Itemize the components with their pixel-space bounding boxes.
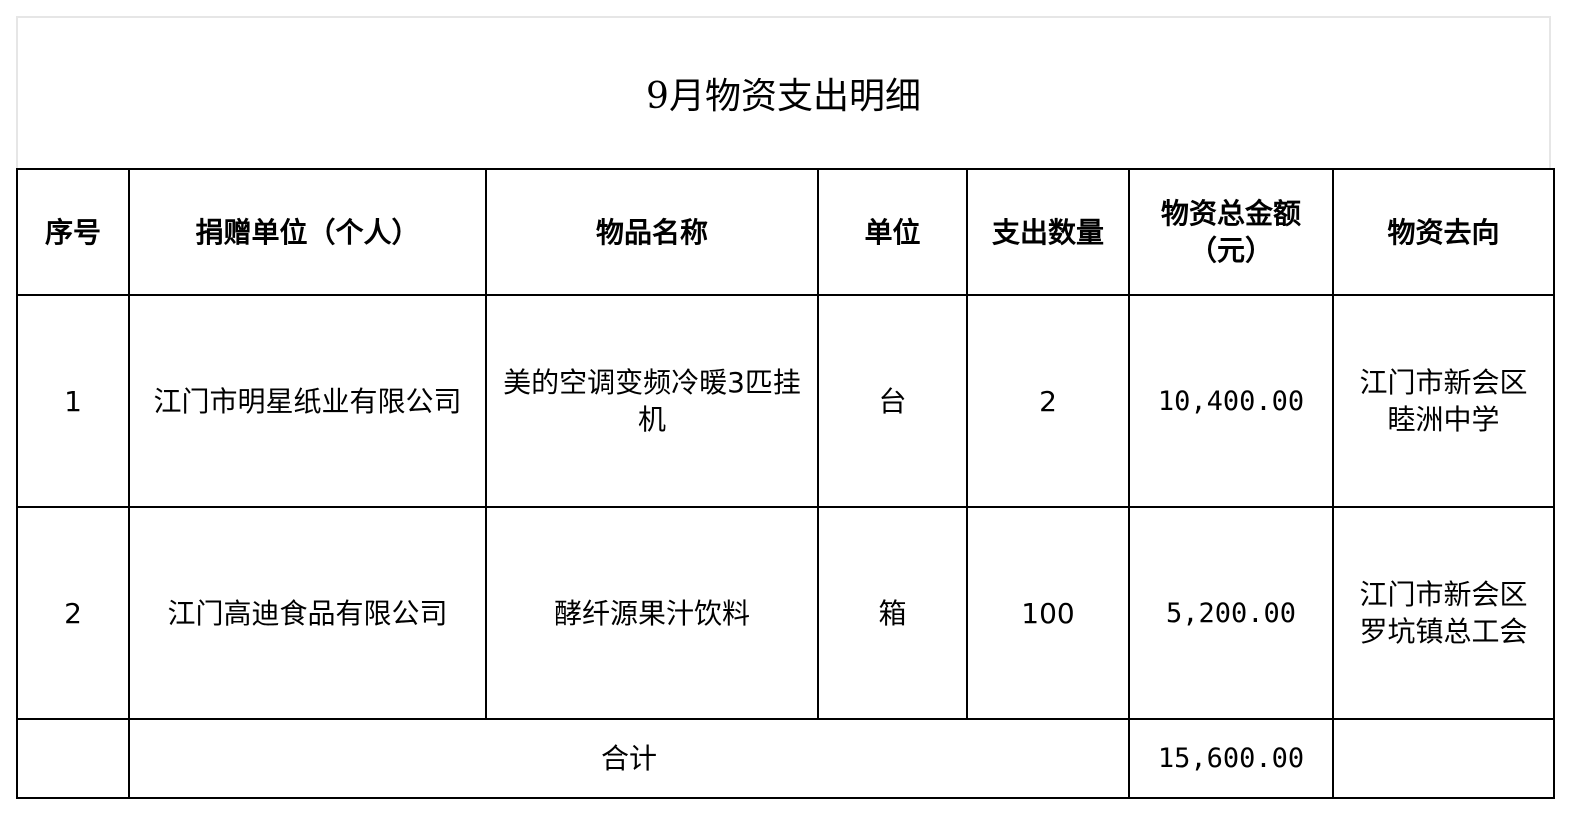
header-amount: 物资总金额（元）	[1128, 168, 1334, 296]
total-destination-empty	[1332, 718, 1555, 799]
table-row: 1 江门市明星纸业有限公司 美的空调变频冷暖3匹挂机 台 2 10,400.00…	[16, 294, 1555, 508]
cell-amount: 10,400.00	[1128, 294, 1334, 508]
page-title: 9月物资支出明细	[16, 16, 1551, 168]
cell-donor: 江门高迪食品有限公司	[128, 506, 487, 720]
cell-amount: 5,200.00	[1128, 506, 1334, 720]
header-row: 序号 捐赠单位（个人） 物品名称 单位 支出数量 物资总金额（元） 物资去向	[16, 168, 1555, 296]
cell-no: 2	[16, 506, 130, 720]
cell-destination: 江门市新会区罗坑镇总工会	[1332, 506, 1555, 720]
table-row: 2 江门高迪食品有限公司 酵纤源果汁饮料 箱 100 5,200.00 江门市新…	[16, 506, 1555, 720]
expense-table: 序号 捐赠单位（个人） 物品名称 单位 支出数量 物资总金额（元） 物资去向 1…	[16, 168, 1555, 799]
total-row: 合计 15,600.00	[16, 718, 1555, 799]
total-empty-cell	[16, 718, 130, 799]
cell-item: 美的空调变频冷暖3匹挂机	[485, 294, 819, 508]
header-unit: 单位	[817, 168, 968, 296]
header-donor: 捐赠单位（个人）	[128, 168, 487, 296]
total-label: 合计	[128, 718, 1130, 799]
header-no: 序号	[16, 168, 130, 296]
header-qty: 支出数量	[966, 168, 1130, 296]
cell-no: 1	[16, 294, 130, 508]
cell-qty: 2	[966, 294, 1130, 508]
header-item: 物品名称	[485, 168, 819, 296]
total-amount: 15,600.00	[1128, 718, 1334, 799]
cell-destination: 江门市新会区睦洲中学	[1332, 294, 1555, 508]
cell-unit: 台	[817, 294, 968, 508]
cell-donor: 江门市明星纸业有限公司	[128, 294, 487, 508]
header-destination: 物资去向	[1332, 168, 1555, 296]
cell-qty: 100	[966, 506, 1130, 720]
cell-item: 酵纤源果汁饮料	[485, 506, 819, 720]
cell-unit: 箱	[817, 506, 968, 720]
